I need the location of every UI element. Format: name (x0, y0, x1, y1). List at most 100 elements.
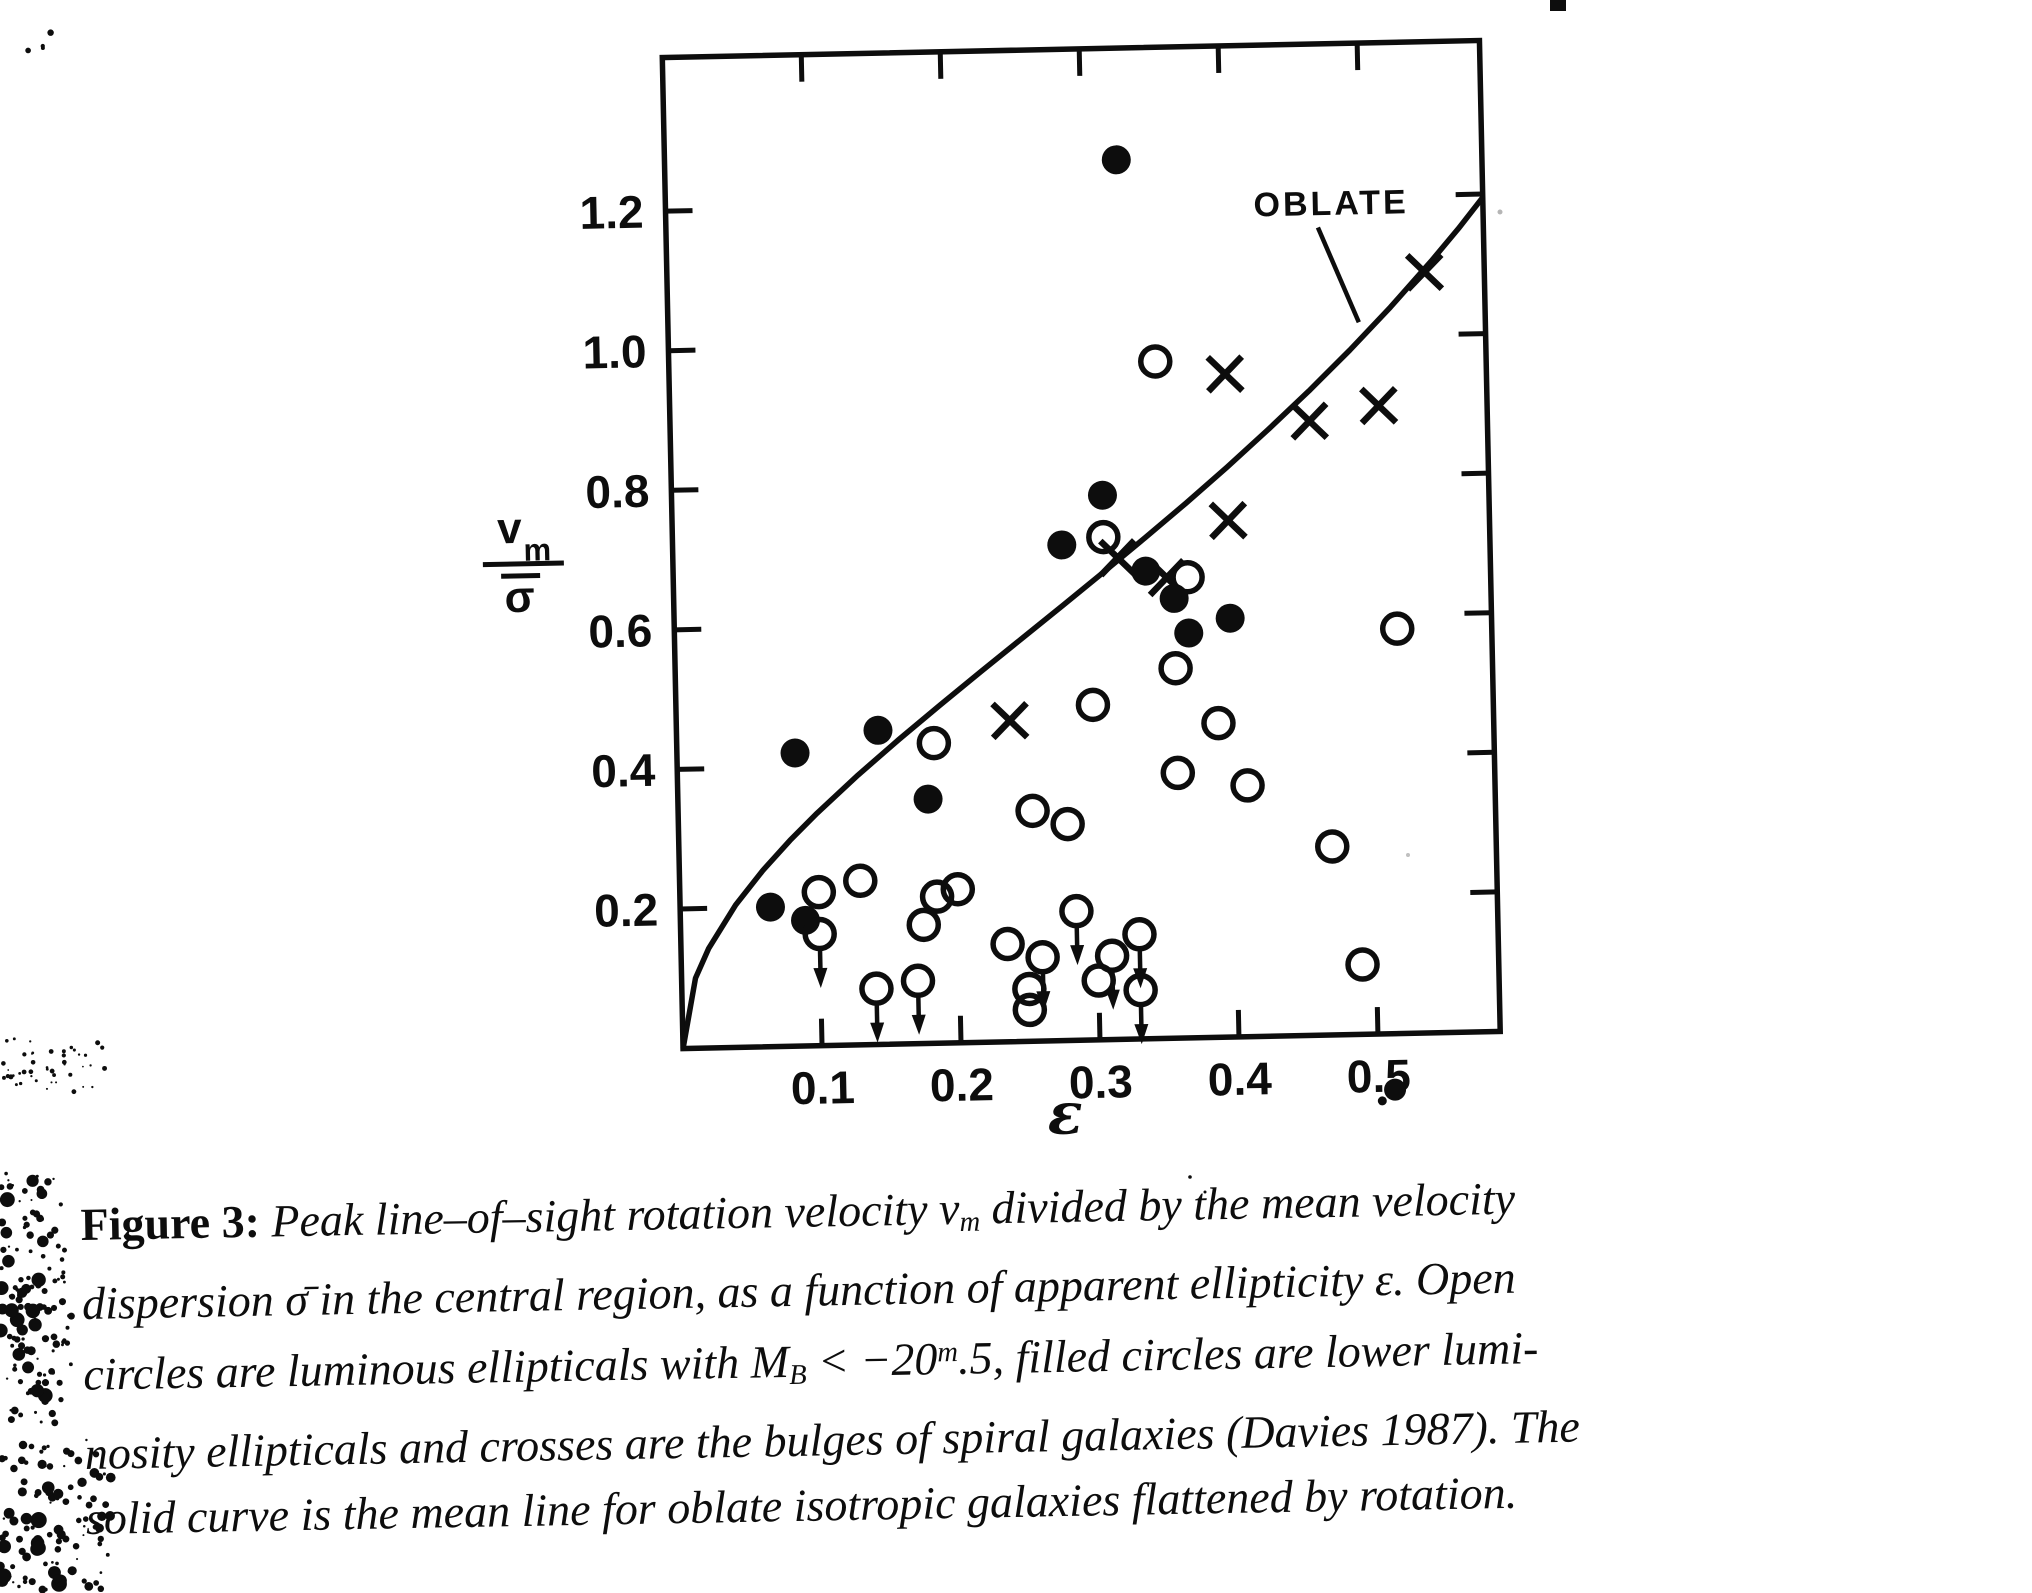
noise-speck (11, 1335, 17, 1341)
noise-speck (4, 1194, 10, 1199)
noise-speck (0, 1303, 8, 1315)
noise-speck (18, 1081, 23, 1086)
noise-speck (7, 1069, 10, 1071)
noise-speck (15, 1288, 20, 1292)
caption-text: B (788, 1359, 807, 1392)
open-circle-point (1315, 829, 1350, 864)
noise-speck (13, 1336, 21, 1343)
noise-speck (82, 1085, 85, 1088)
noise-speck (55, 1561, 59, 1566)
noise-speck (16, 1349, 22, 1355)
y-tick-label: 0.8 (585, 465, 650, 518)
upper-limit-circle (1122, 917, 1157, 952)
noise-speck (51, 1561, 54, 1564)
noise-speck (22, 1579, 28, 1585)
noise-speck (16, 1324, 28, 1336)
ink-blob (1384, 1078, 1407, 1101)
noise-speck (44, 1178, 52, 1186)
noise-speck (22, 1361, 35, 1374)
noise-speck (2, 1530, 9, 1538)
noise-speck (9, 1293, 16, 1300)
noise-speck (37, 1459, 47, 1469)
noise-speck (2, 1517, 6, 1520)
y-tick-left (680, 905, 708, 912)
filled-circle-point (780, 738, 810, 768)
noise-speck (26, 1231, 34, 1239)
upper-limit-circle (1094, 938, 1130, 974)
noise-speck (36, 1371, 43, 1377)
x-tick-bottom (1096, 1012, 1103, 1040)
noise-speck (58, 1298, 66, 1306)
noise-speck (50, 1304, 58, 1311)
noise-speck (63, 1464, 66, 1468)
noise-speck (61, 1343, 64, 1347)
y-axis-title-fraction-bar (482, 560, 564, 568)
noise-speck (52, 1574, 62, 1584)
noise-speck (24, 1302, 33, 1311)
noise-speck (46, 1444, 50, 1448)
noise-speck (48, 1409, 56, 1418)
noise-speck (28, 1249, 33, 1254)
noise-speck (51, 1576, 67, 1592)
noise-speck (34, 1410, 38, 1414)
filled-circle-point (791, 905, 821, 935)
noise-speck (0, 1561, 5, 1571)
noise-speck (38, 1278, 45, 1285)
noise-speck (30, 1383, 44, 1398)
noise-speck (43, 1587, 48, 1592)
y-tick-label: 0.4 (591, 744, 656, 797)
cross-point (1098, 538, 1137, 578)
noise-speck (61, 1059, 67, 1065)
cross-point (990, 700, 1029, 741)
noise-speck (5, 1074, 10, 1079)
cross-point (1206, 354, 1245, 394)
noise-speck (99, 1571, 103, 1574)
filled-circle-point (1047, 530, 1077, 560)
open-circle-point (1050, 806, 1085, 842)
noise-speck (18, 1200, 21, 1203)
noise-speck (40, 1253, 46, 1259)
noise-speck (22, 1052, 27, 1057)
cross-point (1290, 401, 1329, 441)
noise-speck (18, 1071, 22, 1075)
noise-speck (47, 1266, 52, 1271)
noise-speck (25, 47, 31, 54)
noise-speck (0, 1323, 8, 1338)
noise-speck (15, 1247, 19, 1252)
cross-point (1359, 386, 1398, 426)
noise-speck (9, 1516, 19, 1526)
y-tick-right (1461, 470, 1489, 477)
noise-speck (83, 1053, 88, 1057)
y-tick-right (1455, 191, 1483, 198)
noise-speck (30, 1536, 45, 1550)
noise-speck (0, 1539, 11, 1554)
noise-speck (20, 1478, 28, 1486)
noise-speck (21, 1337, 25, 1341)
down-arrowhead (1070, 945, 1085, 966)
ink-blob (1377, 1096, 1387, 1106)
noise-speck (4, 1303, 19, 1318)
noise-speck (68, 1072, 73, 1077)
noise-speck (0, 1568, 12, 1584)
noise-speck (25, 1391, 30, 1396)
noise-speck (23, 1525, 30, 1532)
x-tick-bottom (1374, 1006, 1381, 1035)
noise-speck (29, 1284, 35, 1290)
noise-speck (46, 1463, 54, 1470)
noise-speck (67, 1484, 74, 1491)
noise-speck (7, 1305, 14, 1312)
noise-speck (39, 1420, 43, 1424)
noise-speck (18, 1547, 26, 1556)
noise-speck (23, 1221, 30, 1228)
noise-speck (34, 1079, 38, 1083)
noise-speck (37, 1388, 53, 1403)
noise-speck (17, 1456, 26, 1465)
noise-speck (52, 1073, 56, 1077)
y-tick-left (665, 208, 693, 214)
noise-speck (67, 1314, 71, 1318)
noise-speck (0, 1534, 6, 1542)
noise-speck (65, 1325, 70, 1330)
noise-speck (77, 1495, 82, 1500)
noise-speck (20, 1512, 33, 1525)
y-tick-label: 0.6 (588, 604, 653, 657)
